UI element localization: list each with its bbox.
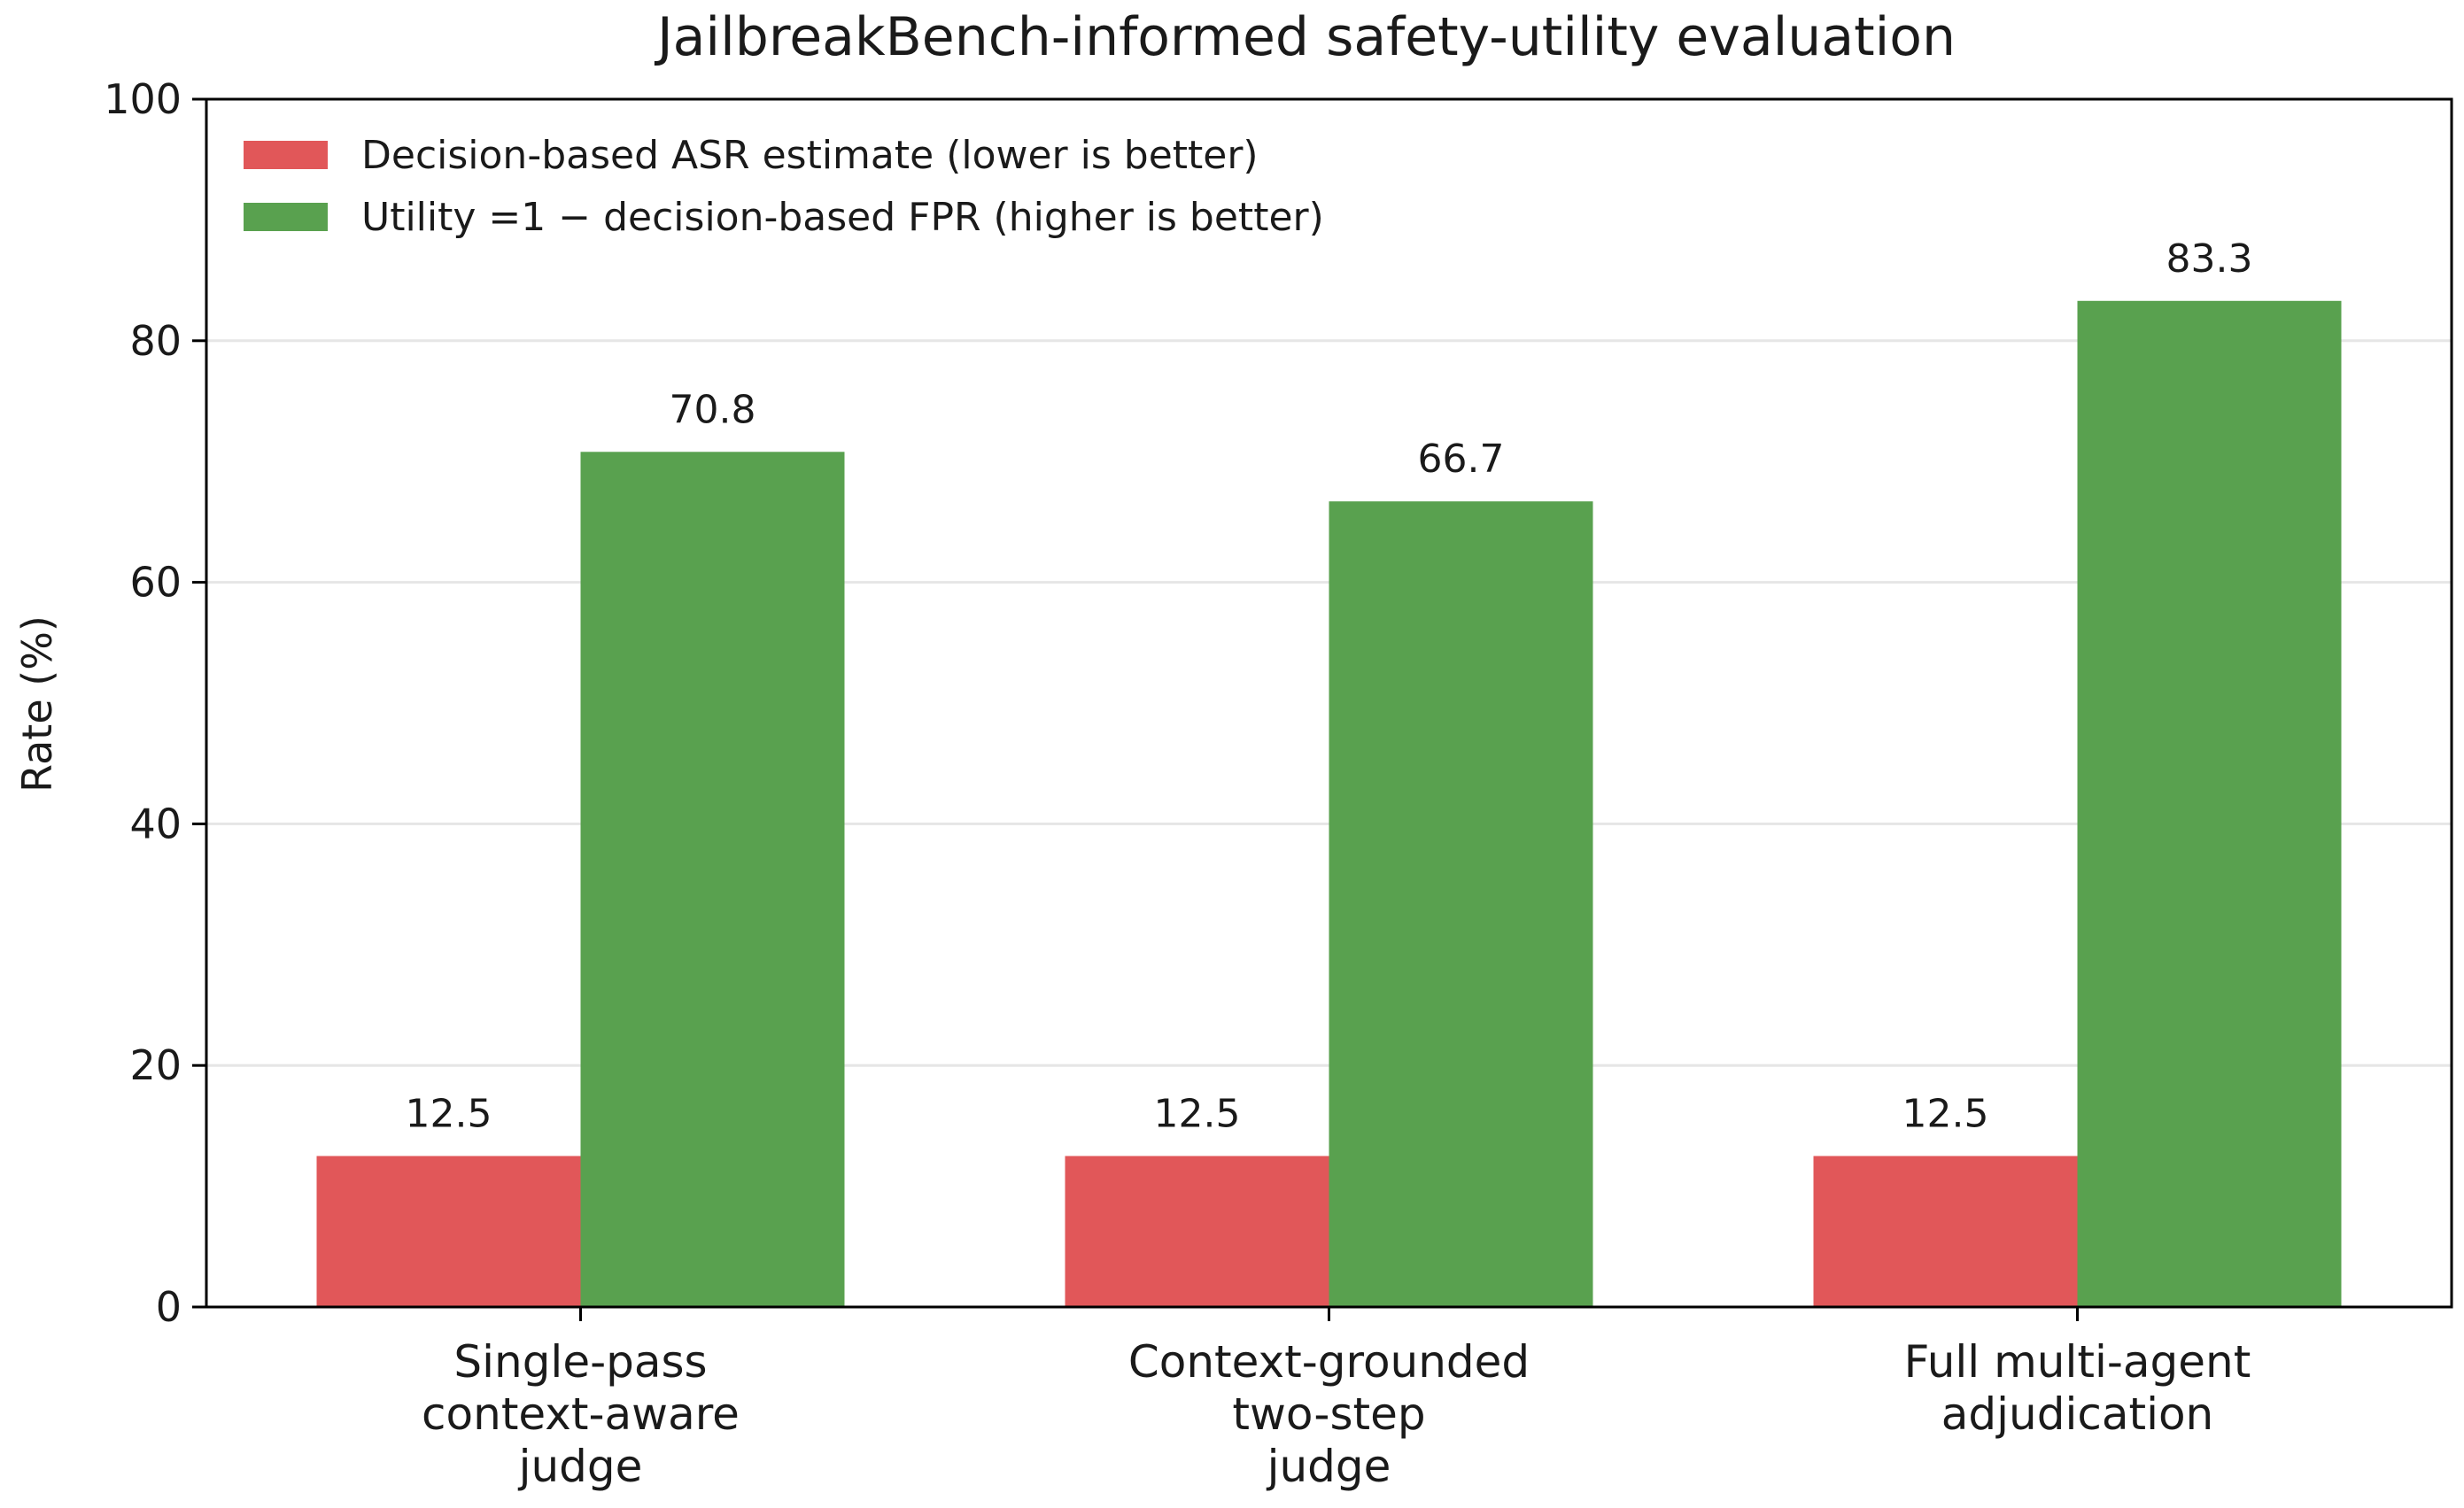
bar [1065, 1156, 1329, 1307]
chart-title: JailbreakBench-informed safety-utility e… [654, 6, 1956, 68]
bar [580, 452, 845, 1308]
bar [2077, 300, 2342, 1308]
bar-value-label: 70.8 [670, 387, 756, 432]
bar-value-labels: 12.5 70.8 12.5 66.7 12.5 83.3 [406, 236, 2253, 1137]
y-tick-label: 60 [129, 559, 182, 607]
bar-value-label: 66.7 [1418, 437, 1505, 482]
legend-swatch [244, 141, 328, 169]
bars [316, 300, 2342, 1308]
legend-label: Utility =1 − decision-based FPR (higher … [361, 195, 1324, 240]
bar [316, 1156, 581, 1307]
x-tick-label: Single-pass context-aware judge [422, 1336, 740, 1492]
legend: Decision-based ASR estimate (lower is be… [244, 133, 1324, 240]
bar-value-label: 12.5 [1902, 1092, 1989, 1137]
y-tick-label: 20 [129, 1041, 182, 1089]
x-tick-label: Full multi-agent adjudication [1904, 1336, 2251, 1440]
y-tick-label: 40 [129, 800, 182, 847]
y-axis-label: Rate (%) [13, 615, 61, 793]
legend-label: Decision-based ASR estimate (lower is be… [361, 133, 1259, 178]
y-axis-ticks: 0 20 40 60 80 100 [104, 75, 206, 1331]
bar-value-label: 12.5 [1154, 1092, 1241, 1137]
bar-value-label: 12.5 [406, 1092, 492, 1137]
x-axis-ticks: Single-pass context-aware judge Context-gro… [422, 1307, 2251, 1492]
legend-swatch [244, 203, 328, 231]
bar-value-label: 83.3 [2166, 236, 2253, 282]
bar [1813, 1156, 2078, 1307]
y-tick-label: 0 [156, 1283, 182, 1331]
bar [1329, 501, 1593, 1307]
y-tick-label: 100 [104, 75, 182, 123]
x-tick-label: Context-grounded two-step judge [1128, 1336, 1530, 1492]
y-tick-label: 80 [129, 317, 182, 365]
